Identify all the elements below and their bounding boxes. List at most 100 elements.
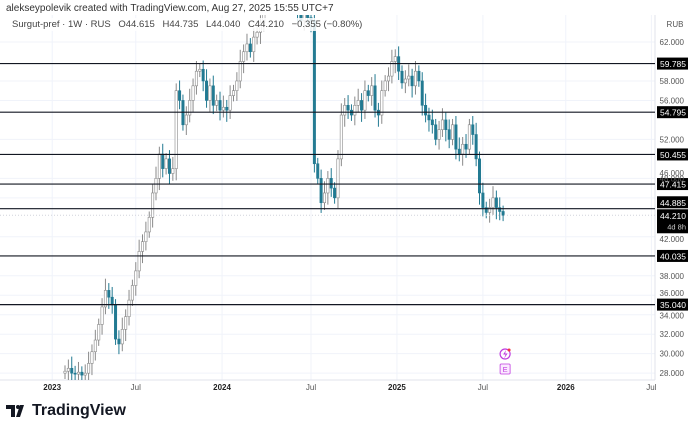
candle [107,290,111,298]
candle [63,370,67,374]
lightning-icon[interactable] [499,348,511,360]
candle [120,329,124,345]
candle [93,339,97,353]
y-tick-label: 52.000 [660,135,685,144]
candle [474,134,478,160]
symbol-label[interactable]: Surgut-pref · 1W · RUS [12,19,111,30]
ohlc-legend: Surgut-pref · 1W · RUS O44.615 H44.735 L… [10,18,370,31]
candle [167,158,171,174]
level-price-label: 59.785 [660,59,686,69]
candle [117,338,121,345]
candle [339,114,343,160]
currency-label: RUB [667,20,684,29]
candle [366,90,370,96]
candle [70,367,74,374]
candle [73,372,77,375]
level-price-label: 40.035 [660,251,686,261]
candle [205,80,209,101]
candle [235,80,239,91]
candle [218,100,222,111]
candle [154,178,158,194]
change-value: −0.355 (−0.80%) [291,19,363,30]
candle [245,43,249,53]
candle [130,285,134,301]
candle [467,124,471,150]
x-tick-label: Jul [646,383,656,392]
level-price-label: 47.415 [660,180,686,190]
candle [124,316,128,330]
candle [164,158,168,169]
low-value: L44.040 [206,19,241,30]
level-price-label: 54.795 [660,108,686,118]
y-tick-label: 62.000 [660,38,685,47]
candle [403,78,407,84]
candle [137,251,141,272]
tradingview-logo[interactable]: TradingView [6,402,126,420]
candle [353,105,357,116]
x-tick-label: 2025 [388,383,406,392]
candle [356,100,360,106]
event-dot [507,348,511,352]
candle [491,197,495,208]
candle [87,363,91,374]
candle [100,306,104,325]
earnings-label: E [503,365,508,374]
candle [208,85,212,101]
level-price-badge [657,148,688,161]
candle [103,290,107,308]
candle [498,207,502,212]
level-price-badge [657,178,688,191]
candle [488,207,492,213]
y-tick-label: 38.000 [660,272,685,281]
candle [447,129,451,140]
candle [194,70,198,87]
candle [76,371,80,375]
last-price-badge [657,209,688,234]
candle [322,192,326,204]
tradingview-logo-icon [6,405,24,417]
candle [390,61,394,77]
candle [424,105,428,116]
level-price-badge [657,106,688,119]
level-price-badge [657,249,688,262]
candle [360,100,364,111]
open-value: O44.615 [118,19,155,30]
candle [343,105,347,116]
candle [127,299,131,317]
candle [110,296,114,306]
candle [484,207,488,213]
candle [380,90,384,116]
candle [83,372,87,376]
last-price-label: 44.210 [660,211,686,221]
candle [346,105,350,111]
level-price-badge [657,298,688,311]
candle [319,178,323,204]
candle [232,90,236,96]
candle [80,371,84,376]
candle [171,168,175,174]
candle [494,197,498,208]
level-price-label: 35.040 [660,300,686,310]
candle [420,80,424,106]
candle [427,114,431,121]
candle [316,163,320,179]
candle [228,95,232,111]
candle [312,20,316,165]
candle [373,85,377,111]
high-value: H44.735 [162,19,199,30]
candle [306,15,310,18]
candle [413,70,417,87]
candle [407,75,411,80]
candle [225,106,229,111]
candle [333,187,337,199]
chart-credit: alekseypolevik created with TradingView.… [6,3,334,14]
candle [161,153,165,169]
earnings-icon[interactable] [499,363,511,375]
candle [457,148,461,155]
candles [63,15,505,380]
candle [242,51,246,62]
lightning-glyph [503,350,508,359]
brand-name: TradingView [32,402,126,419]
candle [501,211,505,216]
